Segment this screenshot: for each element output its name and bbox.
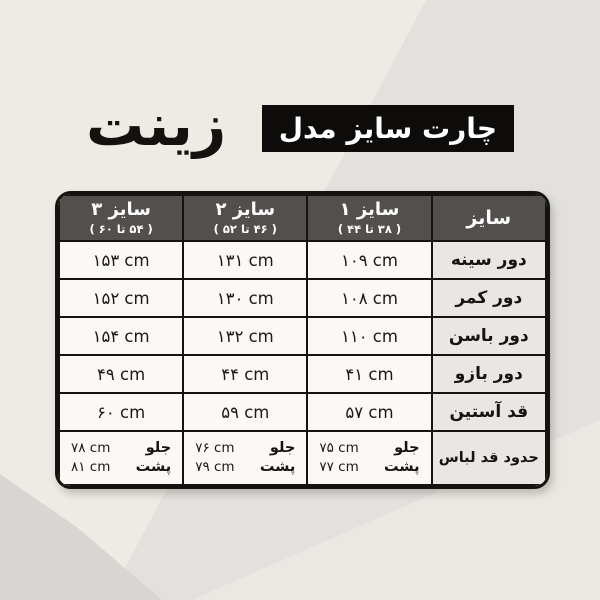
back-length-line: پشت ۸۱ cm bbox=[71, 458, 171, 477]
value-text: ۱۵۴ cm bbox=[92, 326, 150, 346]
back-label: پشت bbox=[135, 459, 172, 475]
table-row-waist: دور کمر ۱۰۸ cm ۱۳۰ cm ۱۵۲ cm bbox=[58, 278, 547, 318]
front-value: ۷۶ cm bbox=[195, 439, 235, 456]
table-row-sleeve: قد آستین ۵۷ cm ۵۹ cm ۶۰ cm bbox=[58, 392, 547, 432]
title-row: چارت سایز مدل زینت bbox=[86, 96, 514, 154]
value-cell: ۵۹ cm bbox=[182, 392, 309, 432]
table-row-hip: دور باسن ۱۱۰ cm ۱۳۲ cm ۱۵۴ cm bbox=[58, 316, 547, 356]
size1-title: سایز ۱ bbox=[339, 199, 400, 221]
header-cell-size1: سایز ۱ ( ۳۸ تا ۴۴ ) bbox=[306, 194, 433, 242]
value-cell: ۴۱ cm bbox=[306, 354, 433, 394]
back-label: پشت bbox=[384, 459, 420, 475]
header-cell-size: سایز bbox=[430, 194, 547, 242]
value-text: ۵۷ cm bbox=[345, 402, 394, 422]
value-cell: ۱۱۰ cm bbox=[306, 316, 433, 356]
front-label: جلو bbox=[269, 440, 296, 457]
value-text: ۴۹ cm bbox=[97, 364, 146, 384]
size-corner-label: سایز bbox=[466, 207, 512, 229]
size2-range: ( ۴۶ تا ۵۲ ) bbox=[213, 221, 277, 236]
front-length-line: جلو ۷۸ cm bbox=[71, 439, 171, 458]
table-row-bust: دور سینه ۱۰۹ cm ۱۳۱ cm ۱۵۳ cm bbox=[58, 240, 547, 280]
table-row-garment-length: حدود قد لباس جلو ۷۵ cm پشت ۷۷ cm جلو ۷۶ … bbox=[58, 430, 547, 486]
value-cell: ۱۵۳ cm bbox=[58, 240, 185, 280]
front-label: جلو bbox=[394, 440, 420, 457]
back-label: پشت bbox=[259, 459, 296, 475]
chart-title-box: چارت سایز مدل bbox=[261, 104, 514, 152]
measurement-label: دور بازو bbox=[430, 354, 547, 394]
value-text: ۱۱۰ cm bbox=[340, 326, 398, 346]
value-text: ۱۵۲ cm bbox=[92, 288, 150, 308]
value-cell: ۱۰۸ cm bbox=[306, 278, 433, 318]
table-header-row: سایز سایز ۱ ( ۳۸ تا ۴۴ ) سایز ۲ ( ۴۶ تا … bbox=[58, 194, 547, 242]
measurement-label: دور سینه bbox=[430, 240, 547, 280]
value-cell: ۱۳۲ cm bbox=[182, 316, 309, 356]
value-cell: ۱۰۹ cm bbox=[306, 240, 433, 280]
value-text: ۱۰۹ cm bbox=[340, 250, 398, 270]
size3-title: سایز ۳ bbox=[91, 199, 151, 221]
back-value: ۷۹ cm bbox=[195, 458, 235, 475]
measurement-label: قد آستین bbox=[430, 392, 547, 432]
back-value: ۷۷ cm bbox=[319, 458, 359, 475]
value-cell: ۱۵۲ cm bbox=[58, 278, 185, 318]
front-value: ۷۵ cm bbox=[319, 439, 359, 456]
model-name: زینت bbox=[86, 91, 227, 159]
value-text: ۴۱ cm bbox=[345, 364, 394, 384]
measurement-label: دور کمر bbox=[430, 278, 547, 318]
value-text: ۱۳۲ cm bbox=[216, 326, 274, 346]
length-cell-size2: جلو ۷۶ cm پشت ۷۹ cm bbox=[182, 430, 309, 486]
value-text: ۴۴ cm bbox=[221, 364, 270, 384]
value-cell: ۴۹ cm bbox=[58, 354, 185, 394]
front-label: جلو bbox=[145, 440, 172, 457]
front-length-line: جلو ۷۵ cm bbox=[319, 439, 419, 458]
chart-title-label: چارت سایز مدل bbox=[278, 111, 497, 145]
front-value: ۷۸ cm bbox=[71, 439, 111, 456]
value-text: ۵۹ cm bbox=[221, 402, 270, 422]
header-cell-size2: سایز ۲ ( ۴۶ تا ۵۲ ) bbox=[182, 194, 309, 242]
value-text: ۱۰۸ cm bbox=[340, 288, 398, 308]
value-cell: ۱۵۴ cm bbox=[58, 316, 185, 356]
measurement-label: دور باسن bbox=[430, 316, 547, 356]
value-cell: ۴۴ cm bbox=[182, 354, 309, 394]
length-cell-size1: جلو ۷۵ cm پشت ۷۷ cm bbox=[306, 430, 433, 486]
size2-title: سایز ۲ bbox=[215, 199, 276, 221]
size-chart-table: سایز سایز ۱ ( ۳۸ تا ۴۴ ) سایز ۲ ( ۴۶ تا … bbox=[55, 191, 550, 489]
header-cell-size3: سایز ۳ ( ۵۴ تا ۶۰ ) bbox=[58, 194, 185, 242]
value-text: ۱۳۰ cm bbox=[216, 288, 274, 308]
value-text: ۶۰ cm bbox=[97, 402, 146, 422]
value-cell: ۵۷ cm bbox=[306, 392, 433, 432]
value-cell: ۶۰ cm bbox=[58, 392, 185, 432]
value-text: ۱۵۳ cm bbox=[92, 250, 150, 270]
value-cell: ۱۳۰ cm bbox=[182, 278, 309, 318]
front-length-line: جلو ۷۶ cm bbox=[195, 439, 295, 458]
size3-range: ( ۵۴ تا ۶۰ ) bbox=[89, 221, 153, 236]
size1-range: ( ۳۸ تا ۴۴ ) bbox=[337, 221, 402, 236]
length-cell-size3: جلو ۷۸ cm پشت ۸۱ cm bbox=[58, 430, 185, 486]
table-row-arm: دور بازو ۴۱ cm ۴۴ cm ۴۹ cm bbox=[58, 354, 547, 394]
back-value: ۸۱ cm bbox=[71, 458, 111, 475]
value-cell: ۱۳۱ cm bbox=[182, 240, 309, 280]
value-text: ۱۳۱ cm bbox=[216, 250, 274, 270]
back-length-line: پشت ۷۷ cm bbox=[319, 458, 419, 477]
measurement-label: حدود قد لباس bbox=[430, 430, 547, 486]
back-length-line: پشت ۷۹ cm bbox=[195, 458, 295, 477]
